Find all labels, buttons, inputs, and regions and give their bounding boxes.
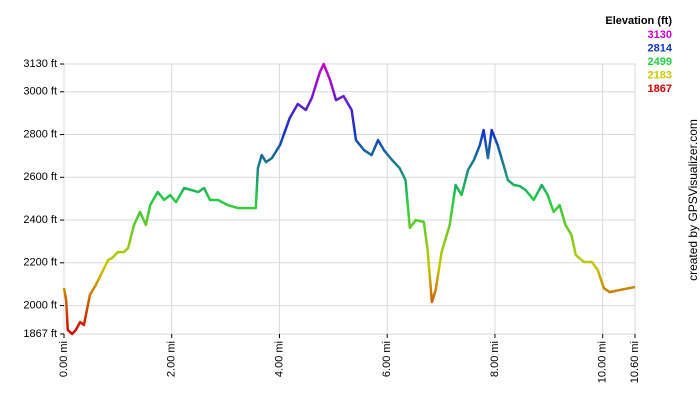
legend-entry: 2499 (648, 56, 672, 68)
elevation-line (62, 62, 636, 336)
y-tick-label: 1867 ft (23, 328, 57, 340)
y-tick-label: 3130 ft (23, 58, 57, 70)
legend-entry: 2183 (648, 69, 672, 81)
y-tick-label: 2000 ft (23, 299, 57, 311)
y-tick-label: 2800 ft (23, 128, 57, 140)
grid (63, 63, 636, 335)
credit: created by GPSVisualizer.com (686, 119, 700, 281)
y-tick-label: 2200 ft (23, 257, 57, 269)
x-tick-label: 10.60 mi (629, 341, 641, 383)
plot-area (63, 63, 636, 335)
x-tick-label: 0.00 mi (58, 341, 70, 377)
y-tick-label: 2400 ft (23, 214, 57, 226)
y-tick-label: 2600 ft (23, 171, 57, 183)
legend-title: Elevation (ft) (605, 15, 672, 27)
x-tick-label: 4.00 mi (273, 341, 285, 377)
legend-entry: 3130 (648, 29, 672, 41)
x-tick-label: 6.00 mi (381, 341, 393, 377)
line-layer (62, 62, 636, 336)
x-tick-label: 10.00 mi (597, 341, 609, 383)
y-tick-label: 3000 ft (23, 86, 57, 98)
legend-entry: 2814 (648, 42, 673, 54)
legend-entry: 1867 (648, 83, 672, 95)
x-tick-label: 2.00 mi (166, 341, 178, 377)
x-tick-label: 8.00 mi (489, 341, 501, 377)
axes: 1867 ft 2000 ft 2200 ft 2400 ft 2600 ft 2800 … (23, 58, 641, 383)
